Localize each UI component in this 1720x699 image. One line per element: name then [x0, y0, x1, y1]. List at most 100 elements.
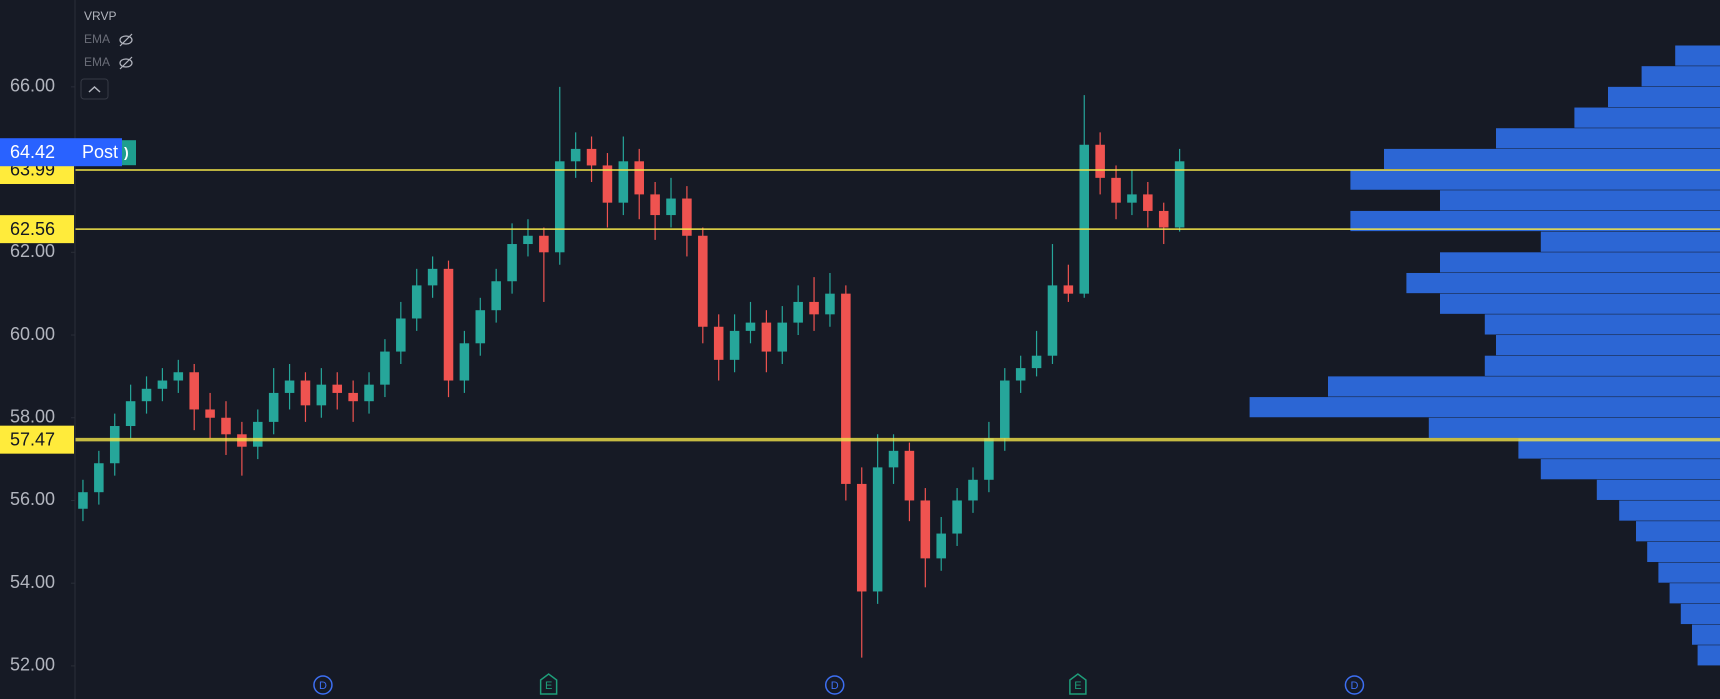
- candle-body: [1063, 285, 1074, 294]
- profile-bar: [1641, 66, 1720, 87]
- profile-bar: [1328, 376, 1720, 397]
- candle-body: [253, 421, 263, 447]
- candle-body: [682, 198, 692, 236]
- candle-body: [141, 388, 152, 402]
- candle-body: [1079, 144, 1090, 294]
- candle-body: [364, 384, 374, 402]
- candle-body: [904, 450, 915, 501]
- hidden-icon-slash: [119, 56, 133, 70]
- candle-body: [396, 318, 406, 352]
- candle-body: [554, 161, 565, 253]
- candle-body: [968, 479, 978, 501]
- candle-body: [300, 380, 311, 406]
- event-label: D: [1350, 680, 1358, 692]
- last-price-label: 64.42: [10, 142, 55, 162]
- y-tick-label: 52.00: [10, 655, 55, 675]
- candle-body: [1000, 380, 1010, 439]
- candle-body: [284, 380, 295, 393]
- price-axis: 52.0054.0056.0058.0060.0062.0066.0063.99…: [0, 0, 76, 699]
- event-marker[interactable]: [1344, 675, 1365, 695]
- candle-body: [94, 463, 104, 493]
- session-tag-end: [118, 140, 136, 166]
- hidden-icon[interactable]: [119, 58, 133, 68]
- profile-bar: [1406, 272, 1720, 294]
- indicator-name[interactable]: VRVP: [84, 9, 116, 23]
- candle-body: [475, 310, 486, 344]
- candle-body: [570, 148, 581, 162]
- candle-body: [634, 161, 644, 195]
- candle-body: [348, 392, 358, 402]
- profile-bar: [1440, 293, 1720, 314]
- candle-body: [936, 533, 946, 559]
- candle-body: [459, 343, 470, 381]
- candle-body: [427, 268, 438, 286]
- candle-body: [1174, 161, 1185, 228]
- y-tick-label: 54.00: [10, 572, 55, 592]
- candle-body: [380, 351, 390, 385]
- profile-bar: [1596, 479, 1720, 500]
- candle-body: [1158, 210, 1169, 228]
- volume-profile: [1249, 45, 1720, 666]
- candle-body: [316, 384, 327, 406]
- candle-body: [698, 235, 708, 327]
- profile-bar: [1647, 541, 1720, 563]
- candle-body: [761, 322, 772, 352]
- candle-body: [125, 401, 136, 427]
- candle-body: [729, 330, 740, 360]
- candle-body: [1143, 194, 1153, 211]
- candle-body: [411, 285, 422, 319]
- indicator-name[interactable]: EMA: [84, 55, 110, 69]
- profile-bar: [1540, 231, 1720, 252]
- event-marker[interactable]: [313, 675, 333, 695]
- event-marker[interactable]: [824, 675, 845, 695]
- y-tick-label: 58.00: [10, 406, 55, 426]
- candle-body: [1095, 144, 1105, 178]
- profile-bar: [1697, 645, 1720, 666]
- event-label: D: [831, 680, 839, 692]
- event-marker[interactable]: [539, 673, 558, 695]
- candle-body: [1127, 194, 1137, 203]
- candles: [78, 86, 1185, 658]
- profile-bar: [1518, 438, 1720, 459]
- profile-bar: [1680, 603, 1720, 625]
- candle-body: [173, 372, 184, 381]
- profile-bar: [1675, 45, 1720, 66]
- profile-bar: [1428, 417, 1720, 438]
- profile-bar: [1636, 521, 1720, 542]
- session-tag: [76, 138, 122, 167]
- candle-body: [539, 235, 549, 253]
- event-label: E: [1074, 680, 1081, 692]
- collapse-button[interactable]: [80, 78, 109, 100]
- y-tick-label: 62.00: [10, 241, 55, 261]
- profile-bar: [1658, 562, 1720, 583]
- levels: [75, 169, 1720, 442]
- candle-body: [984, 438, 994, 480]
- event-marker[interactable]: [1069, 673, 1087, 695]
- indicator-name[interactable]: EMA: [84, 32, 110, 46]
- candle-body: [157, 380, 168, 389]
- candle-body: [650, 194, 660, 216]
- profile-bar: [1608, 86, 1720, 108]
- profile-bar: [1384, 148, 1720, 170]
- candle-body: [507, 244, 517, 282]
- collapse-icon: [88, 85, 101, 93]
- profile-bar: [1540, 459, 1720, 480]
- candle-body: [825, 293, 835, 315]
- hidden-icon[interactable]: [119, 35, 133, 45]
- candle-body: [602, 165, 613, 203]
- candle-body: [78, 492, 88, 509]
- candle-body: [523, 235, 533, 245]
- hidden-icon-slash: [119, 33, 133, 47]
- candle-body: [1047, 285, 1058, 356]
- profile-bar: [1440, 190, 1720, 211]
- candle-body: [618, 161, 629, 203]
- session-label: Post: [82, 142, 118, 162]
- profile-bar: [1484, 314, 1720, 335]
- level-label-box: [0, 425, 74, 454]
- candle-body: [872, 467, 883, 592]
- candle-body: [189, 372, 199, 410]
- candle-body: [841, 293, 851, 484]
